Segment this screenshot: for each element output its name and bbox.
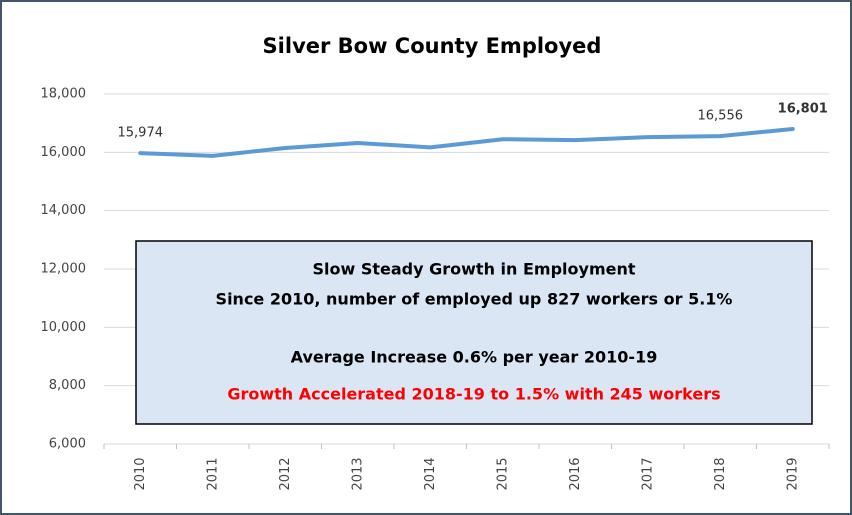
chart-title: Silver Bow County Employed [263,34,602,58]
x-tick-label: 2015 [495,457,510,490]
x-tick-label: 2011 [205,457,220,490]
line [138,126,795,158]
annotation-line: Since 2010, number of employed up 827 wo… [216,290,733,309]
y-tick-label: 14,000 [41,203,87,218]
y-tick-label: 6,000 [49,437,86,452]
y-tick-label: 10,000 [41,320,87,335]
x-tick-label: 2013 [350,457,365,490]
data-label: 16,801 [778,101,828,116]
x-tick-label: 2010 [133,457,148,490]
y-tick-label: 8,000 [49,378,86,393]
x-tick-label: 2019 [785,457,800,490]
x-tick-label: 2012 [278,457,293,490]
x-tick-label: 2014 [423,457,438,490]
x-tick-label: 2017 [640,457,655,490]
y-tick-label: 18,000 [41,87,87,102]
data-label: 15,974 [118,126,164,141]
annotation-line: Slow Steady Growth in Employment [313,260,636,279]
x-tick-label: 2016 [568,457,583,490]
annotation-line: Growth Accelerated 2018-19 to 1.5% with … [227,385,720,404]
data-label: 16,556 [698,109,744,124]
y-tick-label: 16,000 [41,145,87,160]
x-tick-label: 2018 [713,457,728,490]
y-tick-label: 12,000 [41,262,87,277]
annotation-line: Average Increase 0.6% per year 2010-19 [291,348,658,367]
annotation-box [135,240,813,425]
